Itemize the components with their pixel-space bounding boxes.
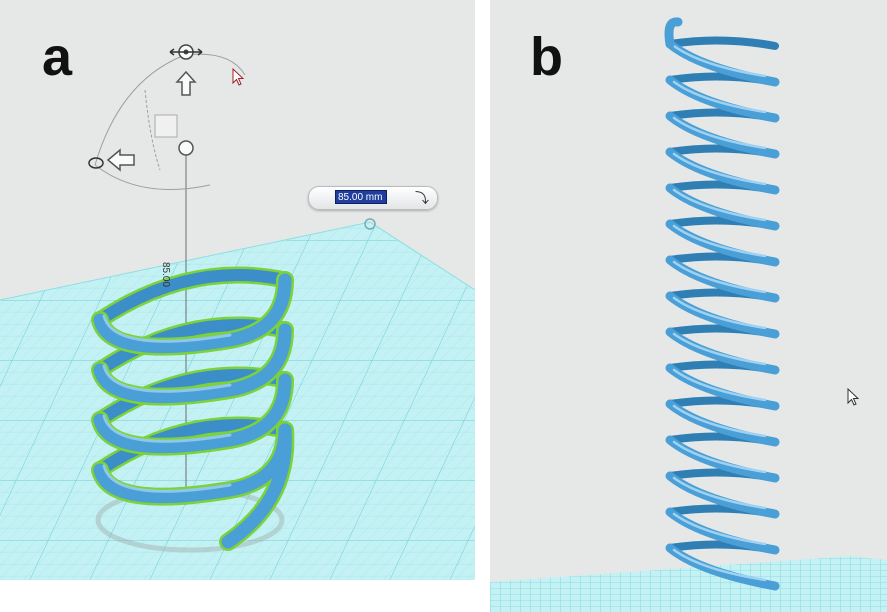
spring-coil-highlight — [672, 332, 767, 366]
mouse-cursor-icon — [232, 68, 245, 86]
spring-coil-highlight — [672, 368, 767, 402]
spring-model-a[interactable] — [91, 266, 295, 551]
arrow-left-icon[interactable] — [106, 148, 135, 172]
spring-coil-highlight — [672, 512, 767, 546]
spring-coil-highlight — [672, 296, 767, 330]
rotate-icon[interactable] — [88, 157, 104, 169]
dimension-input[interactable]: 85.00 mm — [335, 190, 387, 204]
spring-model-b[interactable] — [664, 17, 780, 591]
spring-coil-highlight — [672, 440, 767, 474]
spring-coil-highlight — [672, 152, 767, 186]
spring-coil-highlight — [672, 224, 767, 258]
spring-coil-highlight — [672, 476, 767, 510]
arrow-up-icon[interactable] — [175, 70, 197, 96]
spring-coil-highlight — [672, 188, 767, 222]
viewport-a[interactable] — [0, 0, 475, 612]
check-arrow-icon[interactable]: ⤵ — [415, 190, 429, 206]
panel-a: 85.00 85.00 mm ⤵ a — [0, 0, 475, 612]
spring-coil-back — [666, 36, 779, 50]
spring-coil-highlight — [672, 404, 767, 438]
spring-coil-highlight — [672, 116, 767, 150]
height-handle[interactable] — [178, 140, 194, 156]
spring-coil-highlight — [672, 260, 767, 294]
transform-gizmo[interactable] — [88, 44, 376, 230]
panel-label-a: a — [42, 27, 73, 87]
spring-coil-highlight — [672, 548, 767, 582]
dimension-input-widget[interactable]: 85.00 mm ⤵ — [308, 186, 438, 210]
spring-coil-highlight — [672, 80, 767, 114]
panel-label-b: b — [530, 27, 563, 87]
spring-end-top — [664, 17, 683, 49]
spring-coil-highlight — [672, 44, 767, 78]
panel-b: b — [490, 0, 887, 612]
mouse-cursor-icon-b — [847, 388, 860, 406]
viewport-b[interactable] — [490, 0, 887, 612]
height-dimension-label: 85.00 — [160, 262, 171, 288]
